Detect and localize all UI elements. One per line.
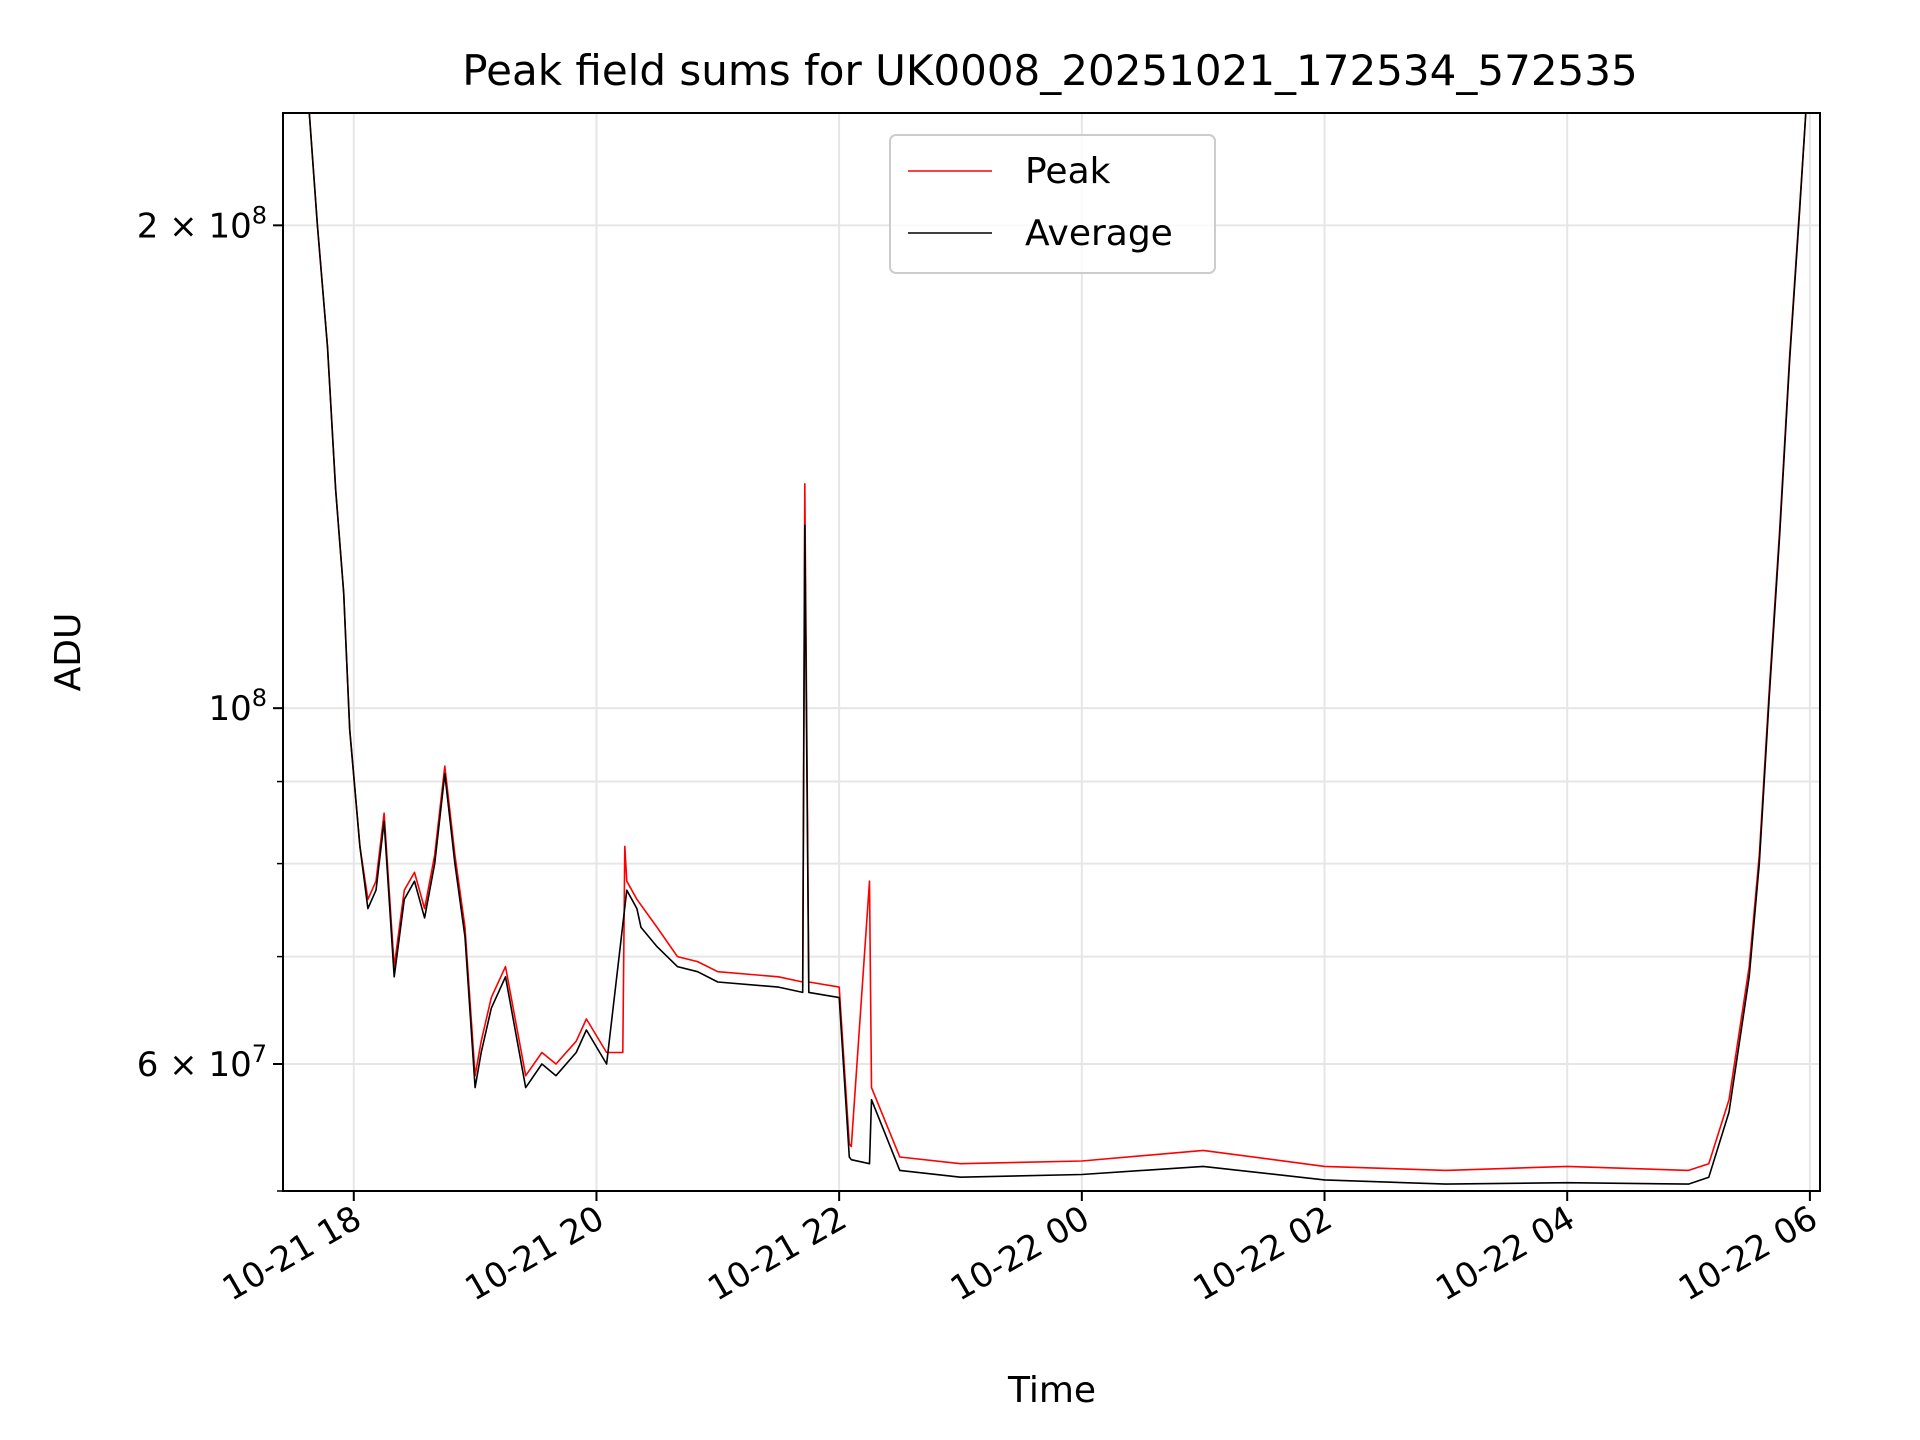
y-axis: 2 × 108 108 6 × 107: [137, 201, 283, 1192]
chart-title: Peak field sums for UK0008_20251021_1725…: [462, 46, 1637, 95]
legend: Peak Average: [889, 134, 1216, 274]
legend-label-average: Average: [1025, 213, 1173, 254]
plot-frame: [282, 112, 1821, 1192]
legend-label-peak: Peak: [1025, 151, 1111, 192]
legend-box: [889, 134, 1216, 274]
y-axis-label: ADU: [48, 613, 89, 692]
series-lines: [283, 112, 1810, 1185]
y-tick-label: 6 × 107: [137, 1040, 267, 1085]
x-axis-label: Time: [1007, 1370, 1096, 1411]
y-tick-label: 2 × 108: [137, 201, 267, 246]
series-line-average: [283, 112, 1810, 1185]
y-tick-label: 108: [208, 684, 267, 729]
